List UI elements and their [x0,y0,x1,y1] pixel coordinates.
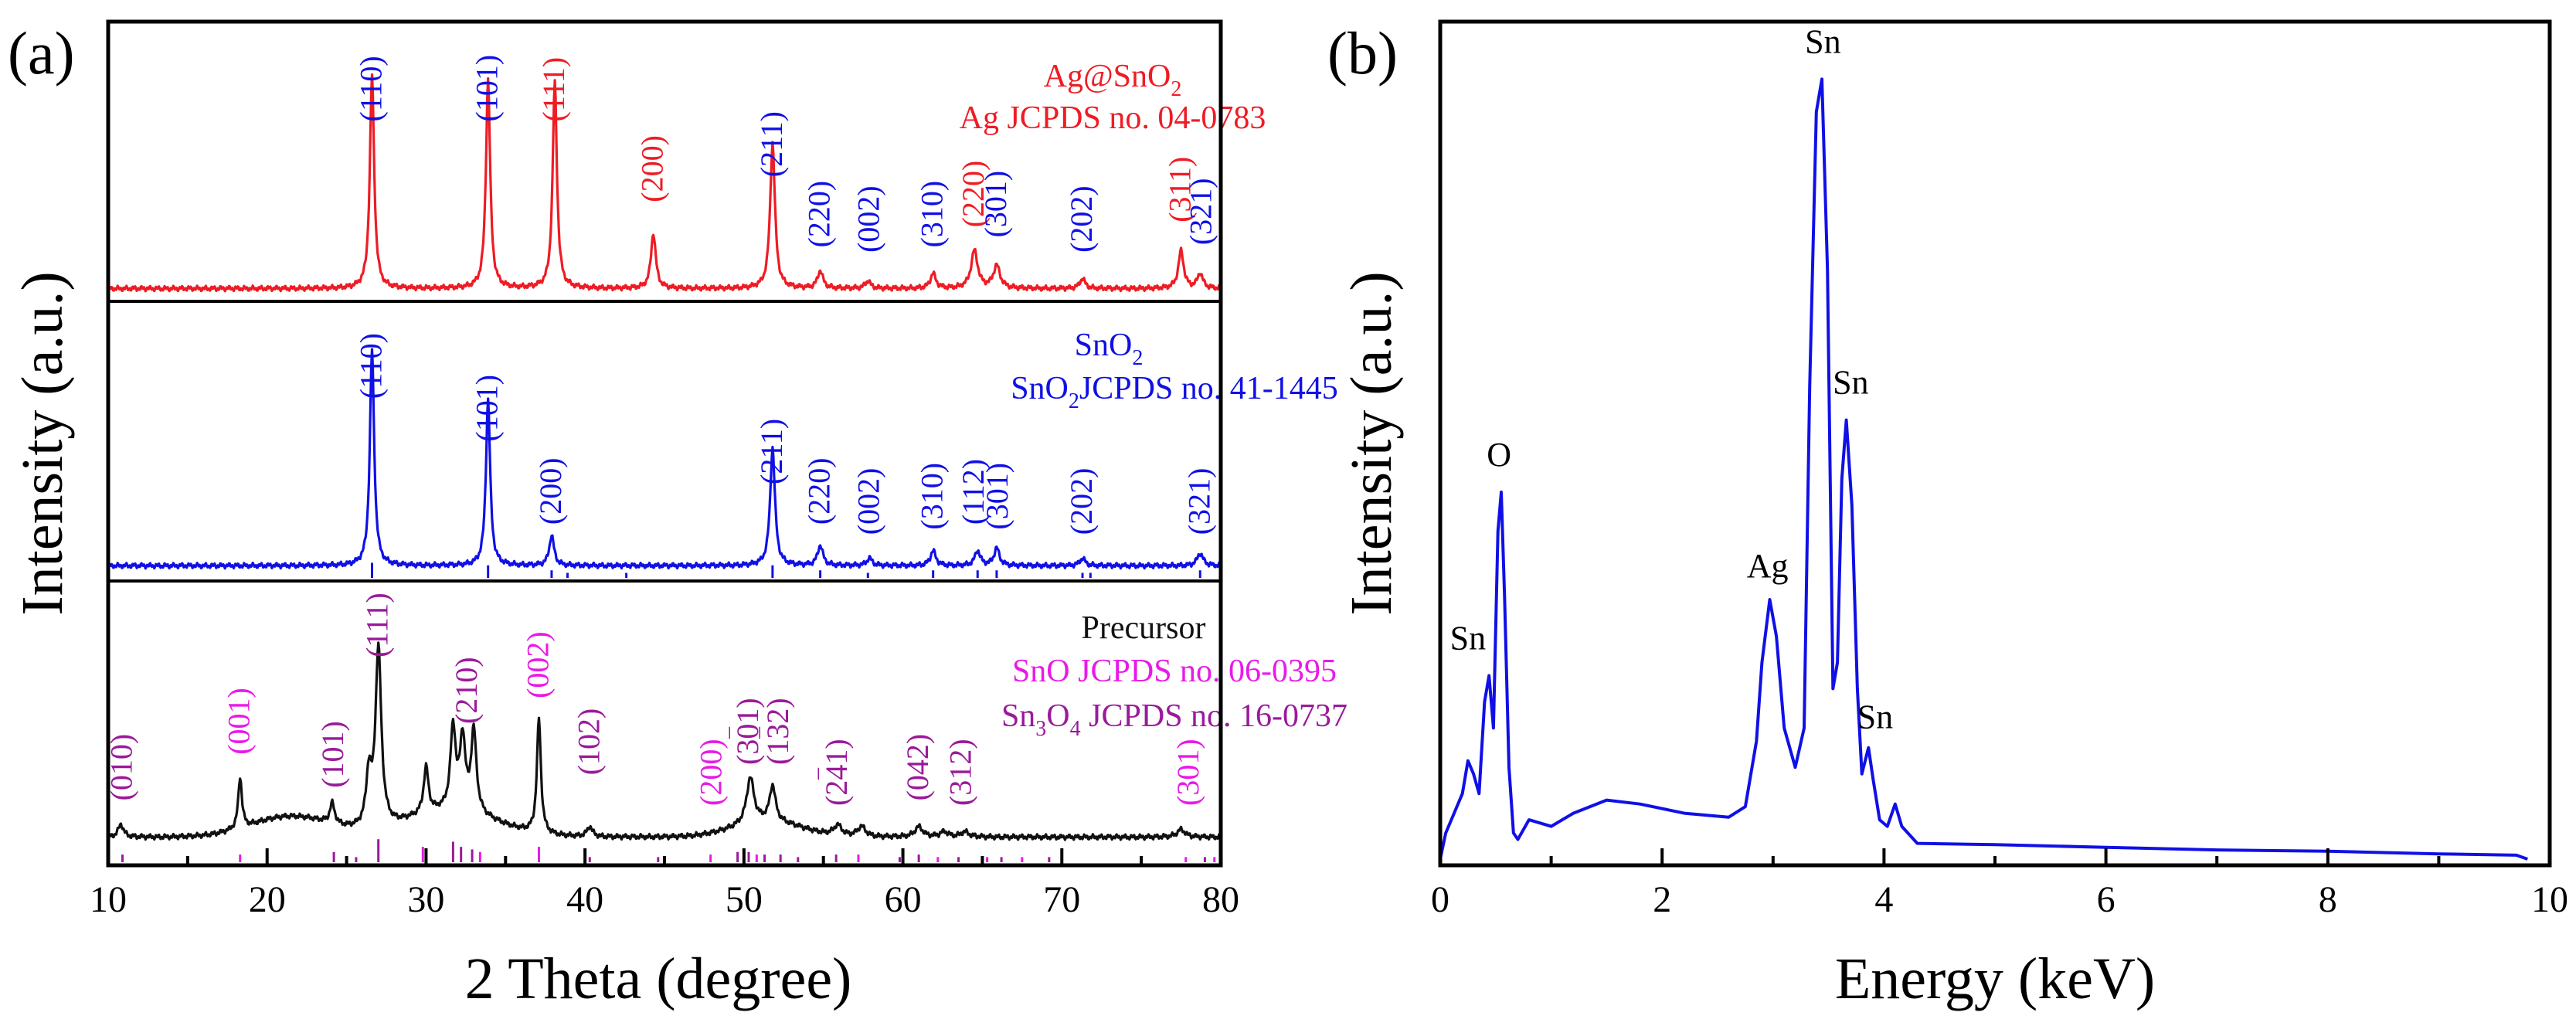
panel-a-xrd: (a) (110) (101) (111)(200) (211)(220) (002)(… [8,19,1347,1011]
peak-label: (310) [915,181,950,248]
xrd-curve-0 [107,73,1222,293]
peak-annotation: Sn [1833,364,1868,402]
peak-label: (002) [851,185,885,253]
peak-label: (301) [980,463,1014,530]
panel-a-ylabel: Intensity (a.u.) [10,271,75,615]
peak-label: (210) [449,657,484,724]
xrd-panel-precursor: (010)(001) (101)(111)(210) (002)(102) (200)… [104,593,1347,862]
xrd-panel-sno2: (110) (101) (200) (211) (220) (002) (310) (112)… [107,328,1338,578]
panel-a-xlabel: 2 Theta (degree) [465,946,852,1011]
peak-label: (220) [956,161,991,228]
x-tick-label: 20 [249,879,286,920]
x-tick-label: 2 [1653,879,1671,920]
x-tick-label: 40 [566,879,603,920]
panel-b-frame [1438,19,2552,868]
peak-annotation: Ag [1747,547,1789,585]
x-tick-label: 10 [90,879,127,920]
peak-label: (312) [943,739,978,806]
panel-a-plot-area: (110) (101) (111) (200) (211) (220) (002) (310)… [104,55,1347,862]
peak-label: (311) [1163,157,1198,223]
peak-label: (132) [760,698,795,765]
peak-label: (101) [470,55,505,122]
peak-label: (112) [956,459,991,525]
peak-annotation: Sn [1450,620,1486,657]
peak-annotation: O [1487,436,1511,474]
x-tick-label: 50 [726,879,763,920]
peak-label: (220) [802,181,837,248]
panel-b-label: (b) [1327,19,1398,87]
x-tick-label: 30 [407,879,444,920]
peak-label: (102) [571,708,606,776]
legend-text: Precursor [1082,610,1206,646]
peak-label: (220) [802,457,837,525]
x-tick-label: 6 [2097,879,2116,920]
overbar-mark: – [745,726,770,739]
peak-label: (101) [470,375,505,442]
panel-b-xlabel: Energy (keV) [1835,946,2155,1011]
x-tick-label: 0 [1431,879,1449,920]
x-tick-label: 60 [885,879,922,920]
peak-label: (301) [730,698,765,765]
x-tick-label: 8 [2319,879,2337,920]
peak-label: (200) [694,739,729,806]
overbar-mark: – [715,726,740,739]
peak-label: (321) [1183,178,1218,245]
peak-label: (002) [521,631,556,698]
legend-text: Ag JCPDS no. 04-0783 [960,100,1266,136]
peak-label: (211) [754,111,789,177]
peak-label: (202) [1064,185,1099,253]
peak-annotation: Sn [1805,22,1840,60]
xrd-curve-1 [107,348,1222,570]
peak-label: (101) [315,721,350,788]
peak-label: (111) [360,593,395,657]
peak-annotation: Sn [1857,698,1893,736]
xrd-curve-2 [107,641,1222,841]
peak-label: (301) [978,171,1013,238]
x-tick-label: 10 [2531,879,2568,920]
legend-text: SnO2JCPDS no. 41-1445 [1011,371,1338,413]
panel-b-eds: (b) Sn O Ag Sn Sn Sn 0 2 4 6 8 10 Energy (keV) Int… [1327,19,2568,1011]
panel-b-plot-area: Sn O Ag Sn Sn Sn [1439,22,2528,861]
overbar-mark: – [804,767,829,780]
peak-label: (202) [1064,468,1099,535]
legend-text: Sn3O4 JCPDS no. 16-0737 [1001,698,1347,741]
x-tick-label: 4 [1874,879,1893,920]
panel-a-label: (a) [8,19,75,87]
peak-label: (110) [354,333,389,399]
peak-label: (001) [222,688,257,755]
xrd-panel-agsno2: (110) (101) (111) (200) (211) (220) (002) (310)… [107,55,1266,293]
peak-label: (301) [1171,739,1205,806]
peak-label: (110) [354,56,389,121]
panel-a-x-axis: 10 20 30 40 50 60 70 80 [90,848,1239,920]
peak-label: (310) [915,463,950,530]
peak-label: (321) [1181,468,1216,535]
peak-label: (241) [819,739,854,806]
peak-label: (002) [851,468,885,535]
peak-label: (211) [754,419,789,484]
panel-b-x-axis: 0 2 4 6 8 10 [1431,848,2568,920]
peak-label: (200) [635,135,670,202]
peak-label: (200) [533,457,568,525]
peak-label: (042) [900,734,935,801]
peak-label: (111) [536,57,571,122]
panel-b-ylabel: Intensity (a.u.) [1339,271,1404,615]
x-tick-label: 80 [1202,879,1239,920]
legend-text: SnO JCPDS no. 06-0395 [1012,654,1337,689]
legend-text: Ag@SnO2 [1044,59,1182,101]
x-tick-label: 70 [1043,879,1080,920]
legend-text: SnO2 [1075,328,1144,370]
eds-curve [1439,77,2528,861]
